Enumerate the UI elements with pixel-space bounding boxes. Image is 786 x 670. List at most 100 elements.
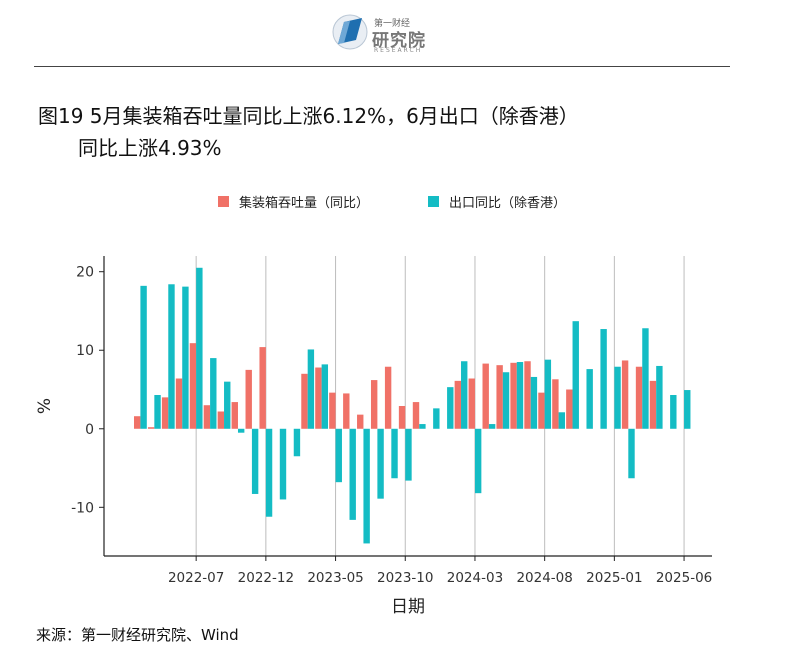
bar-export xyxy=(140,285,147,429)
bar-export xyxy=(210,358,217,429)
bar-container xyxy=(510,362,517,429)
bar-container xyxy=(635,366,643,429)
y-tick-label: 20 xyxy=(76,265,94,281)
bar-export xyxy=(558,412,565,429)
bar-container xyxy=(203,405,211,429)
bar-export xyxy=(182,286,189,429)
bar-export xyxy=(670,395,677,429)
bar-export xyxy=(572,321,579,429)
bar-container xyxy=(649,380,657,429)
x-tick-label: 2024-08 xyxy=(516,570,572,586)
bar-export xyxy=(168,284,175,429)
bar-export xyxy=(196,267,203,429)
bar-export xyxy=(293,428,301,457)
bar-export xyxy=(502,372,510,429)
bar-container xyxy=(343,393,350,429)
bar-container xyxy=(217,411,225,429)
bar-export xyxy=(349,428,356,520)
bar-export xyxy=(363,428,370,544)
bar-container xyxy=(524,361,531,429)
bar-container xyxy=(552,379,559,429)
bar-container xyxy=(482,363,489,429)
x-tick-label: 2024-03 xyxy=(447,570,503,586)
bar-container xyxy=(454,380,462,429)
y-tick-label: 10 xyxy=(76,343,94,359)
bar-export xyxy=(224,381,231,429)
bar-container xyxy=(384,366,392,429)
source-note: 来源：第一财经研究院、Wind xyxy=(36,626,239,644)
bar-export xyxy=(265,428,273,517)
bar-export xyxy=(614,366,621,429)
x-tick-label: 2025-06 xyxy=(656,570,712,586)
chart-legend: 集装箱吞吐量（同比） 出口同比（除香港） xyxy=(0,192,786,214)
x-tick-label: 2025-01 xyxy=(586,570,642,586)
bar-export xyxy=(307,349,315,429)
bar-export xyxy=(335,428,342,483)
chart-title-line2: 同比上涨4.93% xyxy=(78,136,222,160)
logo-text-main: 研究院 xyxy=(372,31,426,51)
legend-swatch-export xyxy=(428,196,439,207)
bar-container xyxy=(147,427,155,429)
bar-export xyxy=(586,369,593,429)
x-tick-label: 2022-12 xyxy=(238,570,294,586)
bar-container xyxy=(496,365,503,429)
chart-title-line1: 图19 5月集装箱吞吐量同比上涨6.12%，6月出口（除香港） xyxy=(38,104,579,128)
bar-container xyxy=(398,406,406,429)
legend-item-container: 集装箱吞吐量（同比） xyxy=(218,192,369,211)
y-tick-label: -10 xyxy=(71,500,94,516)
bar-export xyxy=(488,424,496,429)
bar-export xyxy=(516,362,524,429)
bar-export xyxy=(656,365,663,429)
bar-export xyxy=(600,329,607,429)
bar-export xyxy=(237,428,245,433)
logo-text-top: 第一财经 xyxy=(374,19,411,29)
bar-export xyxy=(433,408,440,429)
bar-export xyxy=(461,361,468,429)
bar-container xyxy=(315,367,322,429)
y-axis-title: % xyxy=(35,398,55,414)
bar-export xyxy=(154,395,161,429)
bar-container xyxy=(329,392,336,429)
bar-export xyxy=(251,428,259,494)
bar-export xyxy=(628,428,635,479)
bar-container xyxy=(357,414,364,429)
bar-export xyxy=(447,387,454,429)
chart-title: 图19 5月集装箱吞吐量同比上涨6.12%，6月出口（除香港） 同比上涨4.93… xyxy=(38,100,758,164)
x-tick-label: 2023-05 xyxy=(307,570,363,586)
bar-export xyxy=(321,364,329,429)
bar-container xyxy=(538,392,545,429)
legend-label-export: 出口同比（除香港） xyxy=(449,196,567,211)
bar-export xyxy=(544,359,552,429)
header-divider xyxy=(34,66,730,67)
bar-container xyxy=(468,378,475,429)
x-axis-title: 日期 xyxy=(391,597,425,617)
bar-container xyxy=(301,373,308,429)
bar-container xyxy=(621,360,629,429)
bar-export xyxy=(684,390,691,429)
bar-export xyxy=(419,424,426,429)
bar-container xyxy=(161,397,169,429)
legend-item-export: 出口同比（除香港） xyxy=(428,192,566,211)
bar-export xyxy=(474,428,482,494)
bar-container xyxy=(245,369,252,429)
y-tick-label: 0 xyxy=(85,422,94,438)
bar-container xyxy=(259,347,266,429)
legend-label-container: 集装箱吞吐量（同比） xyxy=(239,196,370,211)
bar-container xyxy=(134,416,141,429)
bar-export xyxy=(377,428,384,499)
brand-logo: 第一财经 研究院 RESEARCH xyxy=(330,10,440,56)
bar-export xyxy=(391,428,398,479)
logo-text-sub: RESEARCH xyxy=(374,47,423,54)
bar-container xyxy=(370,380,378,429)
bar-container xyxy=(566,389,573,429)
logo-mark-icon xyxy=(332,14,368,50)
bar-export xyxy=(279,428,287,500)
x-tick-label: 2022-07 xyxy=(168,570,224,586)
bar-export xyxy=(642,328,649,429)
legend-swatch-container xyxy=(218,196,229,207)
bar-container xyxy=(175,378,183,429)
x-tick-label: 2023-10 xyxy=(377,570,433,586)
bar-container xyxy=(412,402,420,429)
bar-export xyxy=(530,376,538,429)
bar-container xyxy=(189,343,197,429)
